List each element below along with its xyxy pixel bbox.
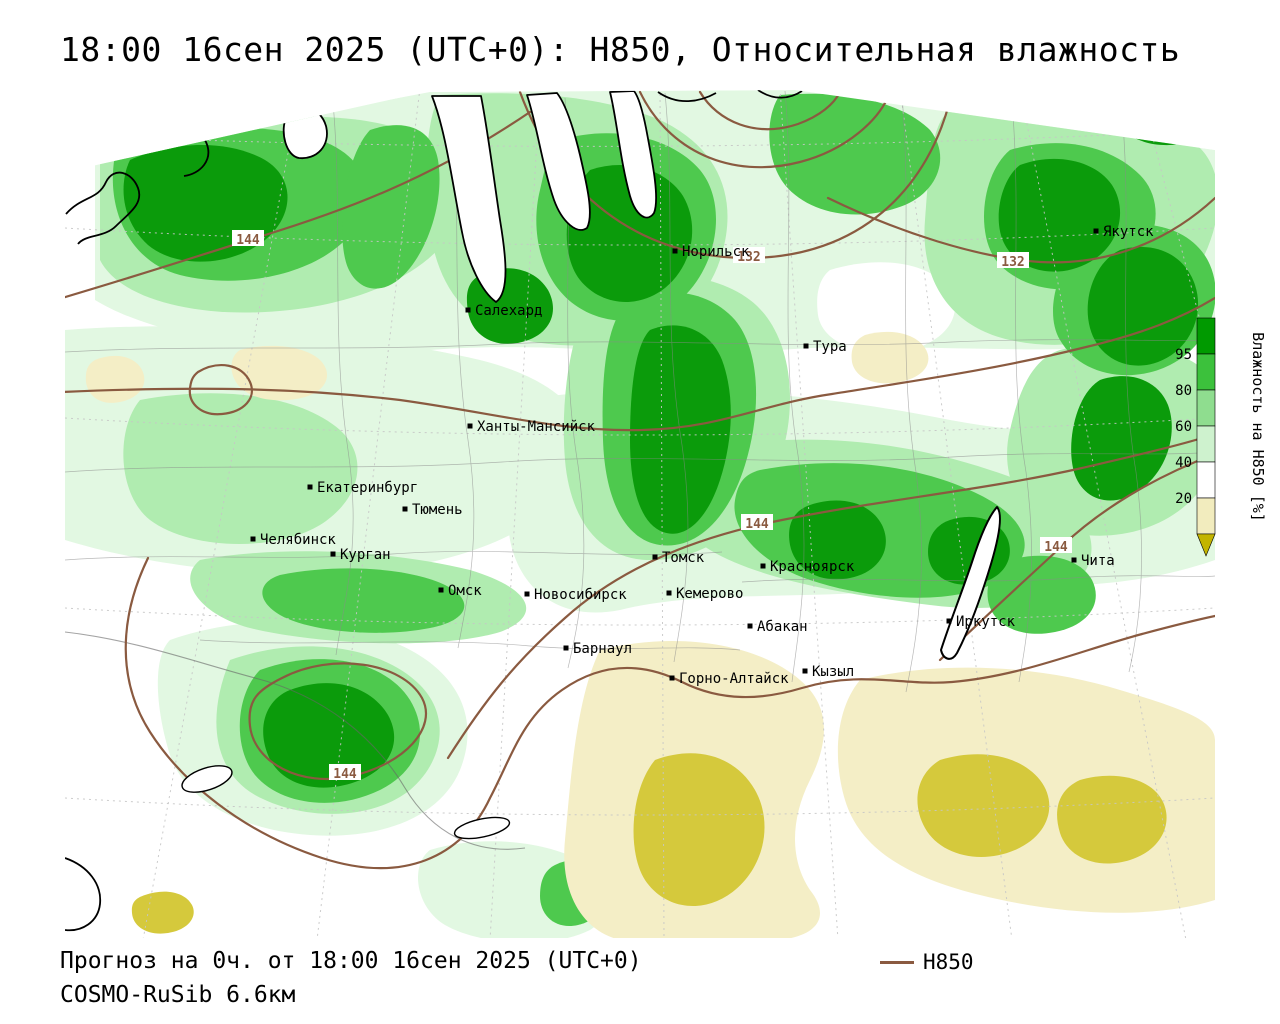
city-marker: Курган [330,547,391,563]
yenisei-gulf-coast [609,90,657,219]
h850-contour-line [248,662,428,781]
forecast-info-line: Прогноз на 0ч. от 18:00 16сен 2025 (UTC+… [60,948,642,974]
colorbar-tick-label: 40 [1175,455,1192,471]
contour-value-label: 144 [741,514,773,532]
svg-text:132: 132 [1001,255,1024,270]
city-label: Томск [662,550,705,566]
city-marker: Кемерово [666,586,743,602]
colorbar-segment [1196,461,1216,499]
taz-gulf-coast [526,92,591,231]
contour-value-label: 132 [997,252,1029,270]
colorbar-tick-label: 95 [1175,347,1192,363]
city-marker: Горно-Алтайск [669,671,789,687]
colorbar-tick-label: 20 [1175,491,1192,507]
model-info-line: COSMO-RuSib 6.6км [60,982,296,1008]
cities-layer: Норильск Якутск Салехард Тура Ханты-Мансийск… [250,224,1154,687]
contour-value-label: 144 [232,230,264,248]
city-marker: Иркутск [946,614,1016,630]
contour-value-label: 132 [733,247,765,265]
contour-labels-layer: 144 132 132 144 144 144 [232,230,1072,782]
humidity-colorbar: 95 80 60 40 20 [1175,317,1216,557]
coastline-layer [65,90,1001,932]
city-marker: Норильск [672,244,750,260]
colorbar-arrow [1196,533,1216,557]
colorbar-tick-label: 80 [1175,383,1192,399]
h850-legend-label: H850 [923,950,974,974]
contour-value-label: 144 [329,764,361,782]
city-label: Курган [340,547,391,563]
city-marker: Салехард [465,303,542,319]
city-label: Новосибирск [534,587,627,603]
city-marker: Челябинск [250,532,336,548]
h850-contour-line [638,90,892,169]
city-marker: Ханты-Мансийск [467,419,596,435]
city-marker: Екатеринбург [307,480,418,496]
city-marker: Новосибирск [524,587,627,603]
city-label: Тюмень [412,502,463,518]
city-marker: Кызыл [802,664,854,680]
city-label: Абакан [757,619,808,635]
city-label: Иркутск [956,614,1016,630]
city-marker: Барнаул [563,641,632,657]
city-label: Барнаул [573,641,632,657]
contour-legend: H850 [880,950,974,974]
city-label: Норильск [682,244,750,260]
city-label: Чита [1081,553,1115,569]
city-label: Омск [448,583,482,599]
colorbar-segment [1196,317,1216,355]
h850-contour-line [826,196,1215,264]
h850-contour-line [188,364,253,416]
city-marker: Тюмень [402,502,463,518]
city-label: Якутск [1103,224,1154,240]
colorbar-label: Влажность на H850 [%] [1249,332,1267,522]
colorbar-segment [1196,497,1216,535]
admin-borders-layer [65,90,1215,850]
h850-contour-line [65,296,1215,432]
city-label: Челябинск [260,532,336,548]
white-sea-coast [65,171,141,245]
page-title: 18:00 16сен 2025 (UTC+0): H850, Относите… [60,30,1181,69]
h850-contour-line [446,432,1215,760]
city-label: Тура [813,339,847,355]
southwest-coast [65,857,101,932]
city-marker: Якутск [1093,224,1154,240]
city-label: Екатеринбург [317,480,418,496]
colorbar-segment [1196,353,1216,391]
city-marker: Красноярск [760,559,855,575]
colorbar-segment [1196,389,1216,427]
city-label: Красноярск [770,559,855,575]
taymyr-coast [657,90,803,103]
svg-text:132: 132 [737,250,760,265]
city-marker: Тура [803,339,847,355]
city-label: Ханты-Мансийск [477,419,596,435]
ob-gulf-coast [431,95,507,303]
svg-text:144: 144 [745,517,769,532]
footer: Прогноз на 0ч. от 18:00 16сен 2025 (UTC+… [60,944,642,1012]
city-label: Кемерово [676,586,743,602]
colorbar-segment [1196,425,1216,463]
city-marker: Чита [1071,553,1115,569]
h850-contour-line [698,90,842,131]
colorbar-tick-label: 60 [1175,419,1192,435]
city-marker: Омск [438,583,482,599]
kanin-peninsula-coast [282,107,328,159]
city-label: Салехард [475,303,542,319]
lake-balkhash [453,816,511,840]
h850-legend-line-sample [880,960,914,964]
contour-value-label: 144 [1040,537,1072,555]
svg-text:144: 144 [1044,540,1068,555]
city-marker: Томск [652,550,705,566]
city-marker: Абакан [747,619,808,635]
h850-contour-line [65,110,532,300]
lake-zaysan [181,765,233,793]
city-label: Горно-Алтайск [679,671,789,687]
svg-text:144: 144 [333,767,357,782]
city-label: Кызыл [812,664,854,680]
lake-baikal [940,506,1001,660]
svg-text:144: 144 [236,233,260,248]
